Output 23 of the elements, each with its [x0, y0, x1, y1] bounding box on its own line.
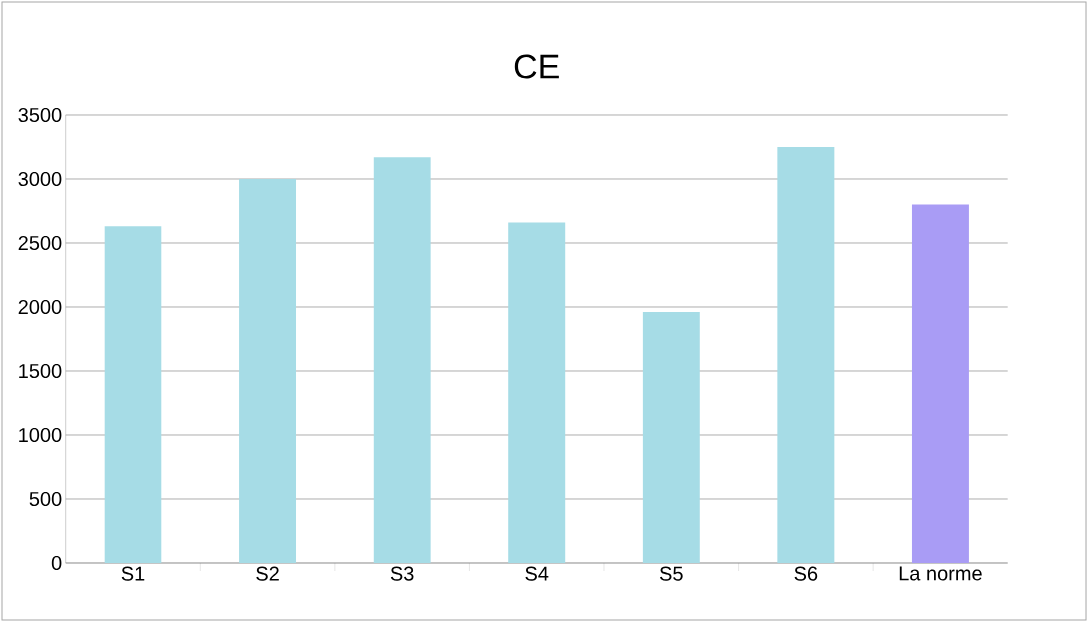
y-tick-label: 500: [29, 491, 62, 507]
bar: [104, 226, 162, 563]
y-tick-label: 2000: [18, 299, 62, 315]
x-tick-label: S2: [256, 566, 279, 581]
bar: [642, 312, 700, 563]
x-tick-label: S4: [525, 566, 549, 581]
x-tick-label: La norme: [899, 566, 982, 581]
y-tick-label: 1000: [19, 427, 62, 443]
x-tick-label: S6: [794, 566, 818, 581]
y-tick-label: 3500: [18, 107, 62, 123]
bar: [911, 204, 969, 563]
bar: [508, 222, 566, 563]
y-tick-label: 1500: [19, 363, 62, 379]
y-tick-label: 2500: [18, 235, 62, 251]
bar: [373, 157, 431, 563]
bar: [239, 179, 297, 563]
x-tick-label: S5: [659, 566, 683, 581]
y-tick-label: 0: [51, 555, 62, 571]
x-tick-label: S1: [121, 566, 145, 581]
x-tick-label: S3: [390, 566, 414, 581]
bar: [777, 147, 835, 563]
y-tick-label: 3000: [18, 171, 62, 187]
chart-title: CE: [514, 54, 559, 79]
